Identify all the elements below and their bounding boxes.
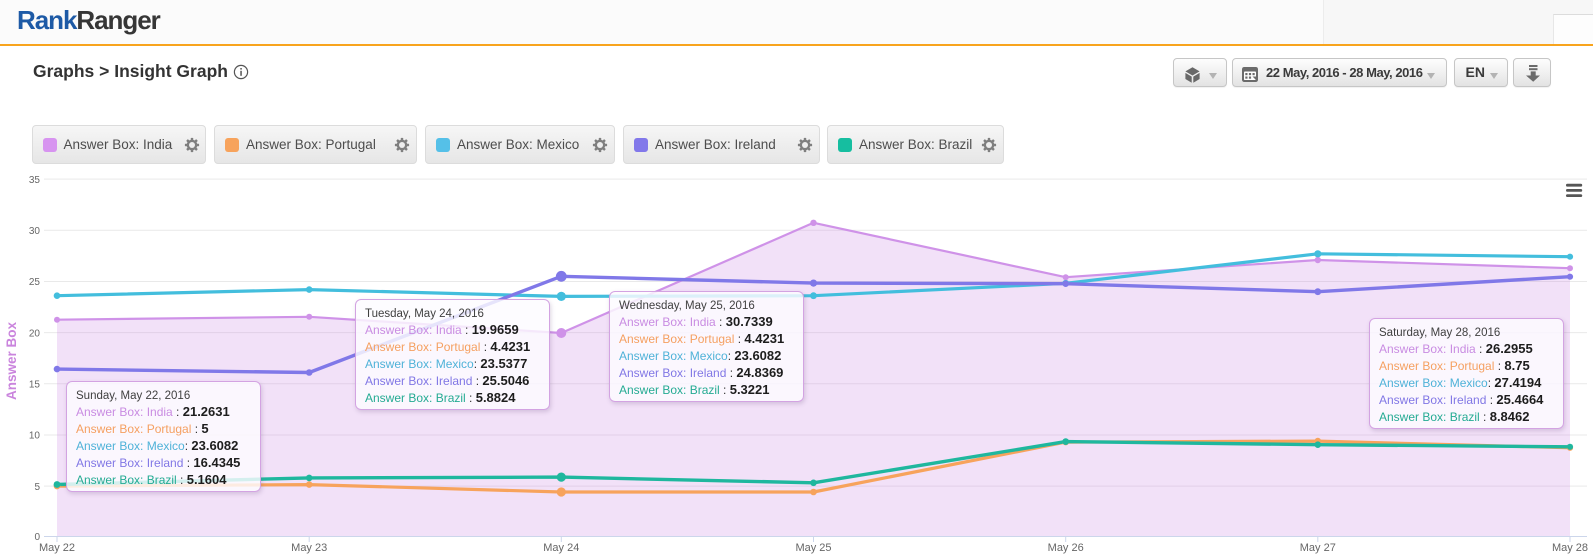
svg-text:May 27: May 27	[1300, 542, 1336, 554]
svg-text:May 22: May 22	[39, 542, 75, 554]
svg-text:May 26: May 26	[1048, 542, 1084, 554]
svg-text:20: 20	[29, 328, 41, 339]
svg-text:30: 30	[29, 226, 41, 237]
svg-text:5: 5	[34, 482, 40, 493]
svg-text:May 28: May 28	[1552, 542, 1588, 554]
svg-text:15: 15	[29, 380, 41, 391]
svg-text:May 25: May 25	[795, 542, 831, 554]
svg-text:May 23: May 23	[291, 542, 327, 554]
svg-text:0: 0	[34, 532, 40, 543]
svg-text:May 24: May 24	[543, 542, 579, 554]
svg-text:35: 35	[29, 175, 41, 186]
svg-text:25: 25	[29, 277, 41, 288]
svg-text:10: 10	[29, 431, 41, 442]
svg-text:Answer Box: Answer Box	[4, 322, 19, 401]
